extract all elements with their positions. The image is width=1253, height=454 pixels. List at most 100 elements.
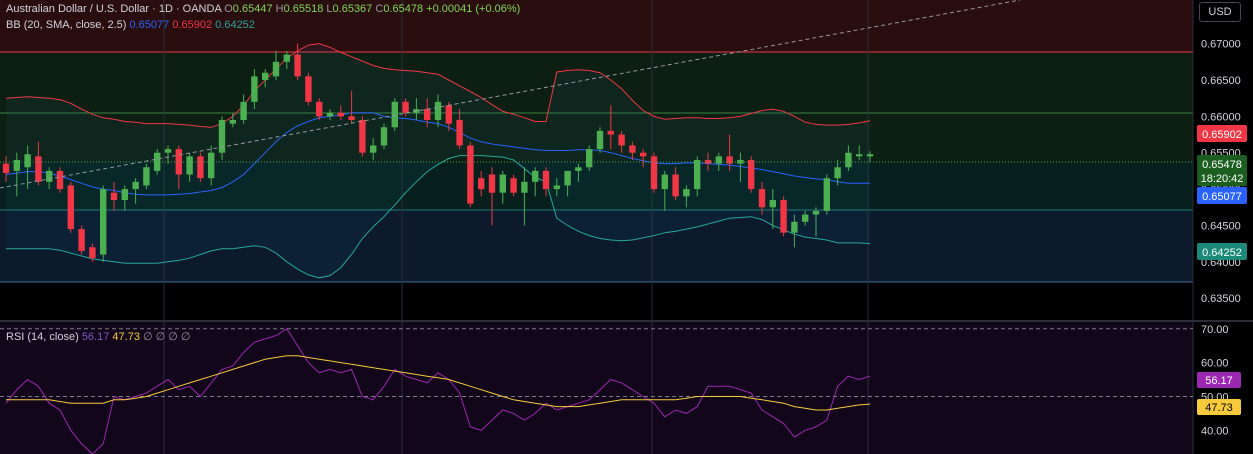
- candle[interactable]: [326, 109, 334, 120]
- candle-body: [694, 160, 701, 190]
- candle[interactable]: [456, 109, 463, 150]
- candle[interactable]: [218, 116, 226, 160]
- candle[interactable]: [78, 225, 85, 255]
- candle[interactable]: [46, 167, 53, 190]
- candle[interactable]: [164, 145, 172, 164]
- candle[interactable]: [121, 185, 128, 211]
- rsi-label[interactable]: RSI (14, close): [6, 331, 79, 343]
- candle[interactable]: [35, 141, 42, 186]
- candle[interactable]: [812, 207, 820, 237]
- candle[interactable]: [89, 243, 96, 262]
- candle[interactable]: [683, 185, 690, 208]
- candle[interactable]: [186, 152, 193, 182]
- candle[interactable]: [553, 178, 560, 197]
- candle[interactable]: [391, 98, 398, 131]
- candle[interactable]: [24, 145, 31, 190]
- candle[interactable]: [694, 156, 701, 197]
- candle[interactable]: [359, 116, 366, 157]
- candle[interactable]: [575, 163, 582, 182]
- candle-body: [326, 112, 334, 117]
- candle[interactable]: [272, 50, 280, 80]
- bb-label[interactable]: BB (20, SMA, close, 2.5): [6, 19, 127, 31]
- candle[interactable]: [629, 141, 636, 160]
- candle[interactable]: [337, 105, 344, 120]
- rsi-legend[interactable]: RSI (14, close) 56.17 47.73 ∅ ∅ ∅ ∅: [6, 330, 191, 344]
- candle[interactable]: [100, 185, 107, 262]
- candle-body: [575, 167, 582, 171]
- candle[interactable]: [510, 174, 517, 197]
- candle[interactable]: [13, 152, 20, 197]
- candle[interactable]: [845, 145, 852, 171]
- candle[interactable]: [640, 149, 647, 168]
- candle[interactable]: [661, 170, 668, 211]
- candle[interactable]: [748, 156, 755, 193]
- candle[interactable]: [802, 210, 809, 226]
- candle[interactable]: [780, 196, 787, 237]
- candle[interactable]: [56, 167, 64, 193]
- candle[interactable]: [402, 98, 409, 117]
- candle[interactable]: [769, 189, 776, 230]
- candle[interactable]: [737, 152, 744, 182]
- candle[interactable]: [294, 43, 301, 80]
- candlestick-series[interactable]: [2, 43, 874, 262]
- candle[interactable]: [370, 138, 377, 160]
- candle-body: [802, 214, 809, 222]
- candle[interactable]: [434, 94, 442, 128]
- candle[interactable]: [283, 50, 290, 70]
- candle[interactable]: [132, 178, 139, 204]
- candle[interactable]: [607, 105, 614, 150]
- candle[interactable]: [715, 152, 722, 171]
- candle[interactable]: [445, 101, 452, 131]
- candle[interactable]: [316, 98, 323, 120]
- candle[interactable]: [488, 167, 496, 226]
- candle[interactable]: [380, 123, 388, 150]
- candle-body: [672, 174, 679, 197]
- candle-body: [35, 156, 42, 182]
- candle[interactable]: [424, 98, 431, 128]
- candle[interactable]: [596, 127, 604, 153]
- candle[interactable]: [834, 160, 841, 186]
- candle[interactable]: [478, 170, 485, 197]
- candle[interactable]: [110, 181, 118, 211]
- candle[interactable]: [542, 167, 550, 197]
- candle[interactable]: [499, 170, 506, 204]
- candle[interactable]: [650, 152, 658, 193]
- candle[interactable]: [2, 156, 10, 182]
- bb-basis-value: 0.65077: [129, 19, 170, 31]
- candle[interactable]: [262, 69, 269, 88]
- candle[interactable]: [758, 181, 766, 215]
- candle[interactable]: [154, 149, 161, 175]
- candle[interactable]: [586, 145, 593, 171]
- candle[interactable]: [208, 145, 215, 186]
- symbol-legend[interactable]: Australian Dollar / U.S. Dollar · 1D · O…: [6, 2, 520, 16]
- candle[interactable]: [726, 134, 733, 171]
- candle[interactable]: [175, 145, 182, 190]
- candle[interactable]: [251, 69, 258, 110]
- currency-button[interactable]: USD: [1199, 2, 1241, 22]
- candle[interactable]: [229, 112, 236, 128]
- candle[interactable]: [305, 72, 312, 106]
- candle[interactable]: [197, 152, 204, 182]
- bb-fill: [6, 43, 870, 278]
- candle[interactable]: [240, 94, 247, 124]
- candle[interactable]: [467, 141, 474, 208]
- symbol-title[interactable]: Australian Dollar / U.S. Dollar · 1D · O…: [6, 3, 222, 15]
- candle[interactable]: [791, 214, 798, 248]
- candle[interactable]: [618, 130, 625, 153]
- candle[interactable]: [143, 163, 150, 190]
- candle[interactable]: [564, 170, 571, 197]
- rsi-value: 56.17: [81, 331, 110, 343]
- candle[interactable]: [348, 90, 355, 124]
- candle[interactable]: [521, 167, 528, 226]
- candle[interactable]: [866, 151, 874, 163]
- candle[interactable]: [672, 167, 679, 200]
- trend-line[interactable]: [0, 0, 1021, 189]
- bb-legend[interactable]: BB (20, SMA, close, 2.5) 0.65077 0.65902…: [6, 18, 255, 32]
- candle[interactable]: [67, 181, 74, 233]
- rsi-value-badge: 56.17: [1197, 372, 1241, 388]
- zone-green: [0, 52, 1193, 162]
- candle[interactable]: [823, 174, 830, 215]
- candle[interactable]: [856, 145, 863, 160]
- candle[interactable]: [532, 167, 539, 197]
